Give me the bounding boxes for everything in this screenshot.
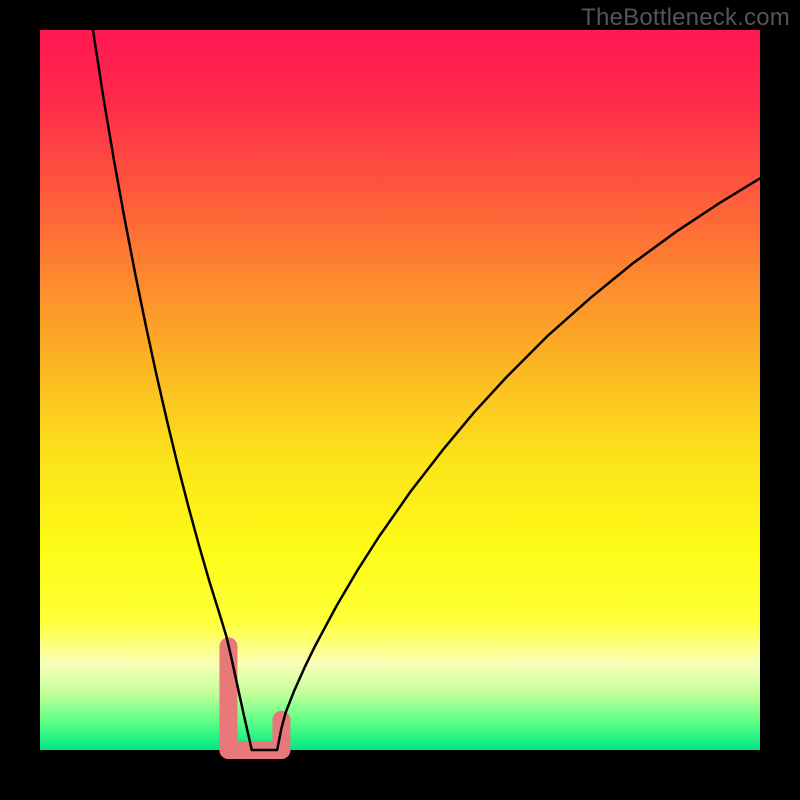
chart-svg bbox=[0, 0, 800, 800]
chart-root: TheBottleneck.com bbox=[0, 0, 800, 800]
plot-background-gradient bbox=[40, 30, 760, 750]
